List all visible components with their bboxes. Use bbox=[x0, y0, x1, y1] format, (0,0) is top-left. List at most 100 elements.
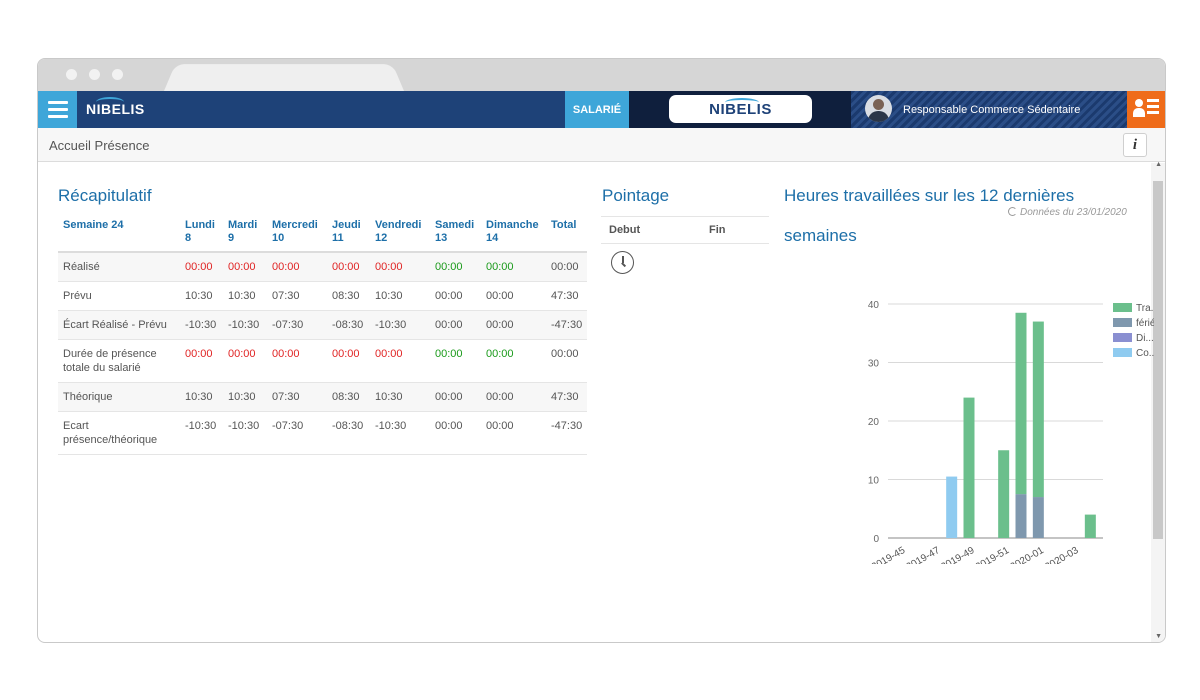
table-cell: 00:00 bbox=[481, 411, 546, 455]
x-tick-label: 2019-45 bbox=[870, 545, 908, 564]
table-row: Écart Réalisé - Prévu -10:30 -10:30 -07:30-… bbox=[58, 310, 587, 340]
recap-col-header-line: Semaine 24 bbox=[63, 219, 124, 231]
recap-col-header-line: 13 bbox=[435, 232, 448, 244]
table-cell: 00:00 bbox=[430, 411, 481, 455]
x-tick-label: 2019-47 bbox=[905, 545, 943, 564]
window-dot-close[interactable] bbox=[66, 69, 77, 80]
bar bbox=[1032, 321, 1044, 498]
role-tab-salarie[interactable]: SALARIÉ bbox=[565, 91, 629, 128]
bar bbox=[963, 397, 975, 538]
bar bbox=[998, 450, 1010, 538]
brand-logo[interactable]: NIBELIS bbox=[86, 101, 145, 117]
user-role: Responsable Commerce Sédentaire bbox=[903, 104, 1081, 116]
recap-col-header-line: Vendredi bbox=[375, 219, 422, 231]
table-cell: 00:00 bbox=[370, 252, 430, 282]
y-tick-label: 30 bbox=[868, 359, 880, 370]
row-label-line: Ecart bbox=[63, 420, 89, 432]
recap-col-header-line: Lundi bbox=[185, 219, 215, 231]
table-row: Théorique 10:30 10:30 07:30 08:30 10:30 00:00 0… bbox=[58, 382, 587, 412]
table-cell: 10:30 bbox=[180, 382, 223, 412]
table-cell: 00:00 bbox=[327, 339, 370, 383]
avatar[interactable] bbox=[865, 95, 892, 122]
row-label-line: Prévu bbox=[63, 290, 92, 302]
table-row: Durée de présence totale du salarié 00:00 0… bbox=[58, 339, 587, 383]
table-cell: 00:00 bbox=[223, 339, 267, 383]
recap-col-header-line: 12 bbox=[375, 232, 388, 244]
y-tick-label: 10 bbox=[868, 476, 880, 487]
table-cell: 00:00 bbox=[430, 310, 481, 340]
table-cell: -10:30 bbox=[223, 310, 267, 340]
page-title: Accueil Présence bbox=[49, 138, 150, 153]
refresh-icon[interactable] bbox=[1008, 207, 1017, 216]
recap-col-header-line: Total bbox=[551, 219, 577, 231]
table-cell: -08:30 bbox=[327, 310, 370, 340]
legend-label: Di... bbox=[1136, 333, 1154, 344]
table-cell: 00:00 bbox=[327, 252, 370, 282]
info-button[interactable]: i bbox=[1123, 133, 1147, 157]
table-cell: 00:00 bbox=[481, 310, 546, 340]
table-cell: -08:30 bbox=[327, 411, 370, 455]
user-profile-icon[interactable] bbox=[1127, 91, 1165, 128]
scrollbar[interactable]: ▲ ▼ bbox=[1151, 161, 1165, 642]
browser-tab[interactable] bbox=[164, 64, 404, 91]
table-cell: 10:30 bbox=[223, 382, 267, 412]
recap-col-header-line: Mardi bbox=[228, 219, 258, 231]
table-cell: 07:30 bbox=[267, 281, 327, 311]
app-header: NIBELIS SALARIÉ NIBELIS Responsable Comm… bbox=[38, 91, 1165, 128]
recap-col-header: Jeudi 11 bbox=[327, 216, 370, 253]
table-cell: 00:00 bbox=[430, 281, 481, 311]
table-cell: 10:30 bbox=[370, 382, 430, 412]
x-tick-label: 2020-01 bbox=[1009, 545, 1047, 564]
hours-title-line1: Heures travaillées sur les 12 dernières bbox=[784, 186, 1075, 205]
row-label: Prévu bbox=[58, 281, 180, 311]
legend-swatch bbox=[1113, 348, 1132, 357]
brand-logo-arc bbox=[96, 97, 124, 107]
table-cell: 00:00 bbox=[180, 339, 223, 383]
recap-col-header: Samedi 13 bbox=[430, 216, 481, 253]
bar bbox=[1015, 312, 1027, 495]
table-cell: 08:30 bbox=[327, 281, 370, 311]
y-tick-label: 0 bbox=[873, 534, 879, 545]
table-cell: -10:30 bbox=[223, 411, 267, 455]
table-cell: -10:30 bbox=[370, 411, 430, 455]
table-cell: -07:30 bbox=[267, 411, 327, 455]
table-cell: -10:30 bbox=[180, 411, 223, 455]
pointage-col-fin: Fin bbox=[709, 224, 726, 236]
table-cell: 00:00 bbox=[370, 339, 430, 383]
x-tick-label: 2020-03 bbox=[1043, 545, 1081, 564]
recap-col-header-line: 10 bbox=[272, 232, 285, 244]
recap-col-header-line: 9 bbox=[228, 232, 235, 244]
scroll-thumb[interactable] bbox=[1153, 181, 1163, 539]
user-area bbox=[851, 91, 1127, 128]
table-cell: 00:00 bbox=[430, 252, 481, 282]
table-row: Ecart présence/théorique -10:30 -10:30 -07:3… bbox=[58, 411, 587, 455]
browser-chrome bbox=[38, 59, 1165, 91]
clock-icon[interactable] bbox=[611, 251, 634, 274]
legend-label: Co... bbox=[1136, 348, 1154, 359]
data-date[interactable]: Données du 23/01/2020 bbox=[1008, 207, 1127, 218]
recap-table: Semaine 24 Lundi 8 Mardi 9 Mercredi 10 Jeudi 11 V… bbox=[58, 216, 587, 455]
row-label: Durée de présence totale du salarié bbox=[58, 339, 180, 383]
window-dot-minimize[interactable] bbox=[89, 69, 100, 80]
hamburger-menu-icon[interactable] bbox=[38, 91, 77, 128]
row-label-line: Écart Réalisé - Prévu bbox=[63, 319, 167, 331]
bar bbox=[946, 476, 958, 538]
recap-title: Récapitulatif bbox=[58, 186, 152, 205]
pointage-header: Debut Fin bbox=[601, 216, 769, 244]
row-label-line: Théorique bbox=[63, 391, 113, 403]
window-dot-maximize[interactable] bbox=[112, 69, 123, 80]
table-cell: 08:30 bbox=[327, 382, 370, 412]
row-label: Ecart présence/théorique bbox=[58, 411, 180, 455]
x-tick-label: 2019-51 bbox=[974, 545, 1012, 564]
row-label-line: Réalisé bbox=[63, 261, 100, 273]
recap-col-header-line: 14 bbox=[486, 232, 499, 244]
data-date-text: Données du 23/01/2020 bbox=[1020, 207, 1127, 218]
row-label-line: présence/théorique bbox=[63, 434, 158, 446]
row-label: Réalisé bbox=[58, 252, 180, 282]
bar bbox=[1015, 494, 1027, 538]
scroll-up-icon[interactable]: ▲ bbox=[1155, 161, 1162, 168]
table-cell: 00:00 bbox=[267, 339, 327, 383]
scroll-down-icon[interactable]: ▼ bbox=[1155, 633, 1162, 640]
table-cell: 00:00 bbox=[546, 252, 587, 282]
pointage-col-debut: Debut bbox=[609, 224, 641, 236]
